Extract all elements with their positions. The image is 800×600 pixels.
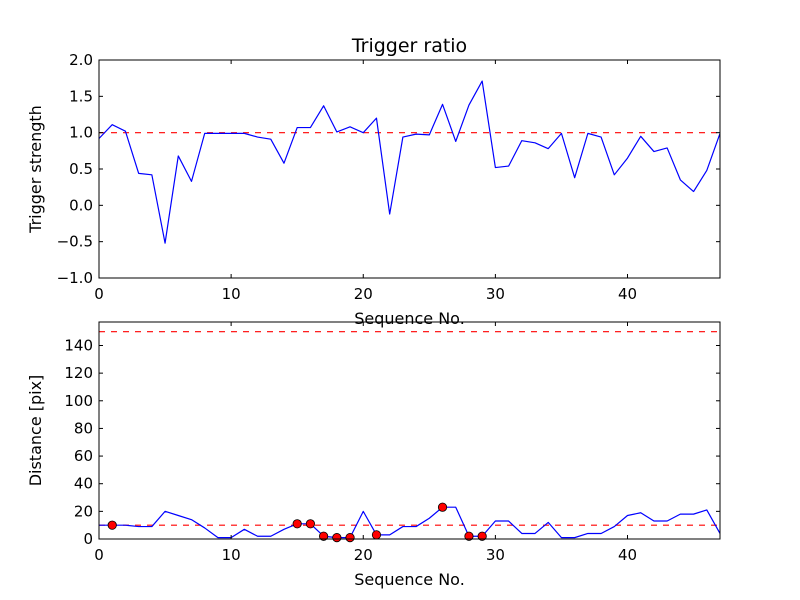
distance-chart: 0 10 20 30 40 0 20 40 60 80 100 120 140 Sequence No. D… (26, 321, 721, 589)
marker-point (464, 531, 474, 541)
y-tick-label: 60 (74, 447, 93, 465)
marker-point (477, 531, 487, 541)
y-tick-label: 120 (64, 364, 93, 382)
y-tick-label: 40 (74, 475, 93, 493)
y-axis-label: Distance [pix] (26, 375, 45, 487)
series-line (98, 80, 721, 244)
x-tick-label: 40 (618, 546, 637, 564)
y-tick-label: 80 (74, 419, 93, 437)
y-tick-label: 0.0 (69, 196, 93, 214)
x-axis-label: Sequence No. (354, 570, 465, 589)
marker-point (319, 531, 329, 541)
marker-point (332, 533, 342, 543)
y-tick-label: −0.5 (57, 233, 93, 251)
x-tick-label: 20 (354, 285, 373, 303)
marker-point (305, 519, 316, 529)
marker-point (292, 519, 302, 529)
x-tick-label: 10 (222, 285, 241, 303)
chart-title: Trigger ratio (351, 35, 467, 57)
y-axis-label: Trigger strength (26, 105, 45, 234)
y-tick-label: 140 (64, 336, 93, 354)
x-tick-label: 30 (486, 546, 505, 564)
y-tick-label: 0 (83, 530, 93, 548)
y-tick-label: 0.5 (69, 160, 93, 178)
y-tick-label: 1.0 (69, 124, 93, 142)
x-tick-label: 40 (618, 285, 637, 303)
x-tick-label: 0 (94, 285, 104, 303)
y-tick-label: −1.0 (57, 269, 93, 287)
x-tick-label: 0 (94, 546, 104, 564)
x-tick-label: 30 (486, 285, 505, 303)
x-tick-label: 20 (354, 546, 373, 564)
trigger-ratio-chart: 0 10 20 30 40 −1.0 −0.5 0.0 0.5 1.0 1.5 2.0 Sequence… (26, 35, 721, 328)
x-axis-label: Sequence No. (354, 309, 465, 328)
y-tick-label: 20 (74, 502, 93, 520)
marker-point (107, 520, 117, 530)
y-tick-label: 2.0 (69, 51, 93, 69)
y-tick-label: 1.5 (69, 87, 93, 105)
marker-point (345, 533, 355, 543)
y-tick-label: 100 (64, 392, 93, 410)
axes-frame (98, 321, 721, 540)
marker-point (437, 502, 448, 512)
x-tick-label: 10 (222, 546, 241, 564)
marker-point (371, 530, 382, 540)
series-line (99, 506, 721, 539)
